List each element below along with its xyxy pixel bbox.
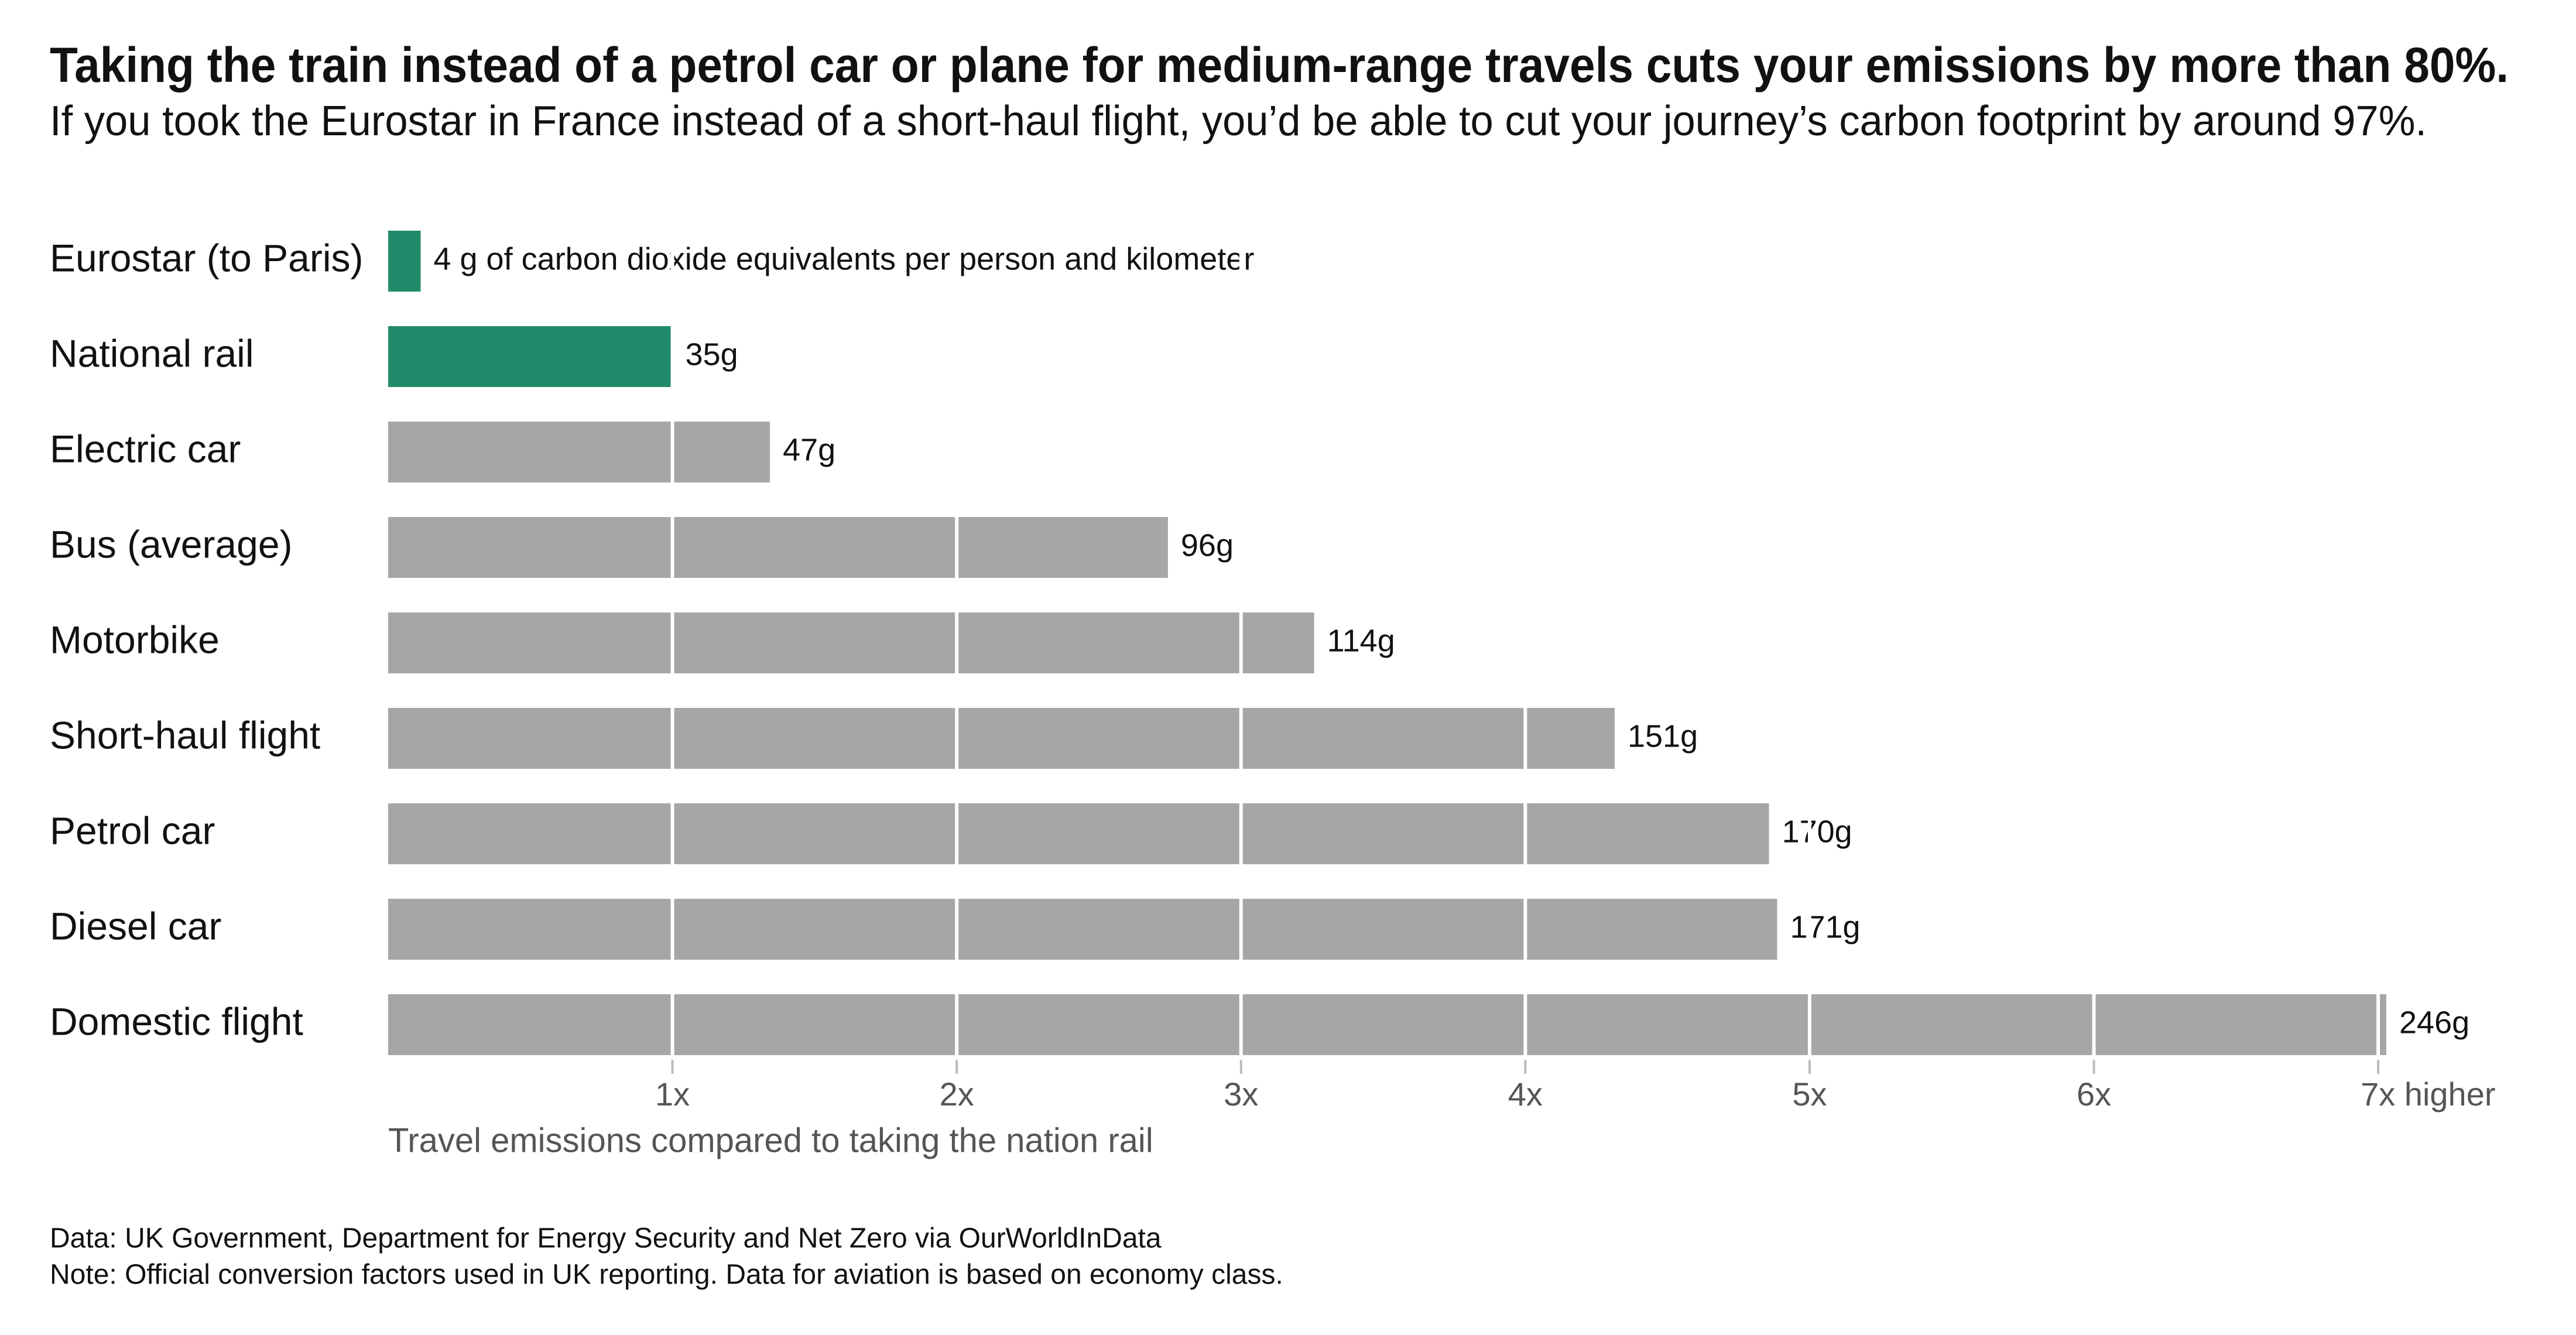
bar <box>388 994 2386 1055</box>
y-tick-label: Diesel car <box>50 904 221 947</box>
data-label: 114g <box>1327 623 1395 658</box>
chart-subtitle: If you took the Eurostar in France inste… <box>50 98 2427 145</box>
bar <box>388 422 770 482</box>
y-tick-label: Bus (average) <box>50 522 293 566</box>
x-tick-label: 5x <box>1792 1076 1827 1112</box>
y-tick-label: Electric car <box>50 427 241 470</box>
y-tick-label: Domestic flight <box>50 999 303 1043</box>
y-tick-label: Petrol car <box>50 809 215 852</box>
bar <box>388 612 1314 673</box>
y-tick-label: Eurostar (to Paris) <box>50 236 363 279</box>
data-label: 47g <box>783 432 835 467</box>
chart-title: Taking the train instead of a petrol car… <box>50 37 2509 93</box>
bar <box>388 326 673 387</box>
y-tick-label: Motorbike <box>50 618 220 661</box>
x-tick-label: 3x <box>1224 1076 1258 1112</box>
data-label: 170g <box>1782 814 1852 849</box>
x-tick-label: 4x <box>1508 1076 1543 1112</box>
x-tick-label: 6x <box>2077 1076 2111 1112</box>
data-label: 35g <box>686 337 738 372</box>
source-note: Data: UK Government, Department for Ener… <box>50 1223 1162 1254</box>
bar <box>388 231 421 292</box>
x-axis-label: Travel emissions compared to taking the … <box>388 1121 1153 1159</box>
y-tick-label: Short-haul flight <box>50 713 320 756</box>
x-tick-label: 2x <box>940 1076 974 1112</box>
y-tick-label: National rail <box>50 331 254 375</box>
x-tick-label: 7x higher <box>2361 1076 2495 1112</box>
bar <box>388 708 1615 769</box>
x-tick-label: 1x <box>655 1076 690 1112</box>
data-label: 4 g of carbon dioxide equivalents per pe… <box>433 241 1254 276</box>
footnote: Note: Official conversion factors used i… <box>50 1259 1283 1290</box>
data-label: 151g <box>1628 718 1698 754</box>
data-label: 96g <box>1181 528 1234 563</box>
data-label: 246g <box>2399 1005 2469 1040</box>
bar <box>388 803 1769 864</box>
data-label: 171g <box>1790 909 1860 944</box>
bar <box>388 517 1168 578</box>
bar <box>388 899 1777 960</box>
